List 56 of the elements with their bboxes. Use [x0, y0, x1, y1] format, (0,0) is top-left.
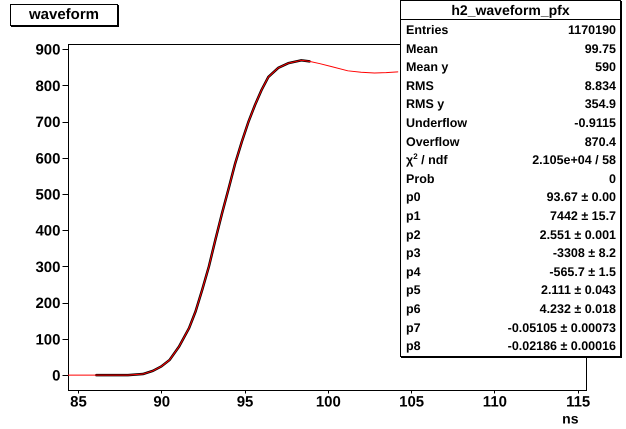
- text: 1170190: [567, 22, 616, 39]
- text: 0: [608, 170, 616, 188]
- annotation: Mean: [406, 40, 439, 58]
- text: h2_waveform_pfx: [401, 1, 620, 20]
- y-tick-label: 100: [35, 331, 60, 348]
- annotation: Mean y: [406, 59, 450, 76]
- annotation: p8: [406, 338, 422, 356]
- annotation: -0.9115: [573, 114, 616, 132]
- annotation: Underflow: [406, 114, 468, 132]
- annotation: p6: [406, 300, 422, 318]
- x-axis-title: ns: [562, 410, 579, 426]
- chart-title: waveform: [10, 4, 118, 26]
- annotation: 4.232 ± 0.018: [538, 300, 616, 318]
- annotation: -0.02186 ± 0.00016: [506, 338, 616, 356]
- annotation: p5: [406, 282, 422, 300]
- text: 590: [594, 59, 616, 76]
- annotation: Overflow: [406, 134, 460, 151]
- y-tick-label: 900: [35, 42, 60, 59]
- x-tick-label: 110: [482, 394, 507, 410]
- y-tick-label: 0: [52, 368, 60, 385]
- annotation: -0.05105 ± 0.00073: [506, 320, 616, 336]
- annotation: -3308 ± 8.2: [552, 245, 616, 262]
- y-tick-label: 600: [35, 150, 60, 168]
- text: Entries: [406, 22, 450, 39]
- annotation: χ$^{2}$ / ndf: [406, 151, 449, 170]
- annotation: p3: [406, 245, 422, 262]
- annotation: p2: [406, 226, 422, 244]
- x-tick-label: 100: [316, 394, 341, 410]
- annotation: 354.9: [584, 96, 616, 114]
- annotation: p0: [406, 189, 422, 206]
- annotation: 2.551 ± 0.001: [538, 226, 616, 244]
- y-tick-label: 400: [35, 222, 60, 240]
- y-tick-label: 500: [35, 186, 60, 204]
- annotation: Prob: [406, 170, 436, 188]
- y-tick-label: 700: [35, 114, 60, 132]
- y-tick-label: 300: [35, 258, 60, 276]
- y-tick-label: 200: [35, 295, 60, 312]
- x-tick-label: 105: [399, 394, 424, 410]
- y-tick-label: 800: [35, 78, 60, 95]
- annotation: RMS: [406, 78, 435, 95]
- annotation: 93.67 ± 0.00: [546, 189, 616, 206]
- annotation: p1: [406, 208, 422, 225]
- annotation: p4: [406, 264, 422, 281]
- annotation: RMS y: [406, 96, 446, 114]
- annotation: 99.75: [584, 40, 616, 58]
- x-tick-label: 115: [566, 394, 590, 410]
- annotation: 2.111 ± 0.043: [540, 282, 616, 300]
- annotation: 7442 ± 15.7: [549, 208, 616, 225]
- annotation: 8.834: [584, 78, 616, 95]
- x-tick-label: 95: [236, 394, 254, 410]
- annotation: 2.105e+04 / 58: [531, 152, 616, 170]
- annotation: p7: [406, 320, 422, 337]
- x-tick-label: 90: [153, 394, 170, 410]
- annotation: 870.4: [584, 134, 616, 151]
- annotation: -565.7 ± 1.5: [548, 264, 616, 281]
- x-tick-label: 85: [70, 394, 87, 410]
